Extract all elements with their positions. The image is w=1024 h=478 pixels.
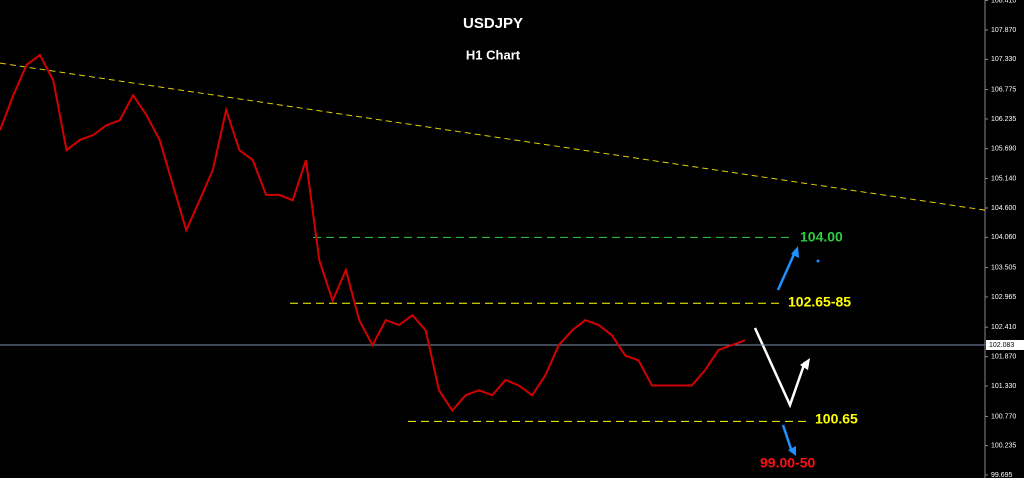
y-tick-label: 105.140 [991, 175, 1016, 182]
level-annotation: 99.00-50 [760, 455, 815, 471]
y-tick-label: 104.060 [991, 234, 1016, 241]
y-tick-label: 106.775 [991, 86, 1016, 93]
arrow-head [800, 358, 810, 370]
y-tick-label: 101.330 [991, 383, 1016, 390]
y-tick-label: 106.235 [991, 116, 1016, 123]
down-arrow [781, 424, 794, 453]
level-annotation: 100.65 [815, 411, 858, 427]
arrow-head [791, 246, 799, 258]
chart-subtitle: H1 Chart [466, 47, 521, 62]
arrow-head [788, 446, 796, 456]
level-annotation: 102.65-85 [788, 294, 851, 310]
y-tick-label: 104.600 [991, 205, 1016, 212]
up-arrow [776, 251, 797, 291]
y-tick-label: 99.695 [991, 472, 1013, 478]
y-tick-label: 103.505 [991, 264, 1016, 271]
y-tick-label: 102.410 [991, 324, 1016, 331]
y-tick-label: 100.770 [991, 413, 1016, 420]
trendline [0, 62, 986, 211]
y-tick-label: 107.330 [991, 56, 1016, 63]
projection-arrow [753, 327, 807, 409]
y-tick-label: 101.870 [991, 353, 1016, 360]
y-tick-label: 102.965 [991, 294, 1016, 301]
dot [816, 259, 820, 263]
price-line [0, 53, 746, 413]
current-price-label: 102.083 [989, 342, 1014, 349]
y-tick-label: 105.690 [991, 145, 1016, 152]
y-tick-label: 100.235 [991, 442, 1016, 449]
level-annotation: 104.00 [800, 229, 843, 245]
y-tick-label: 108.410 [991, 0, 1016, 4]
chart-title: USDJPY [463, 15, 523, 32]
y-tick-label: 107.870 [991, 27, 1016, 34]
current-price-box [986, 339, 1024, 350]
